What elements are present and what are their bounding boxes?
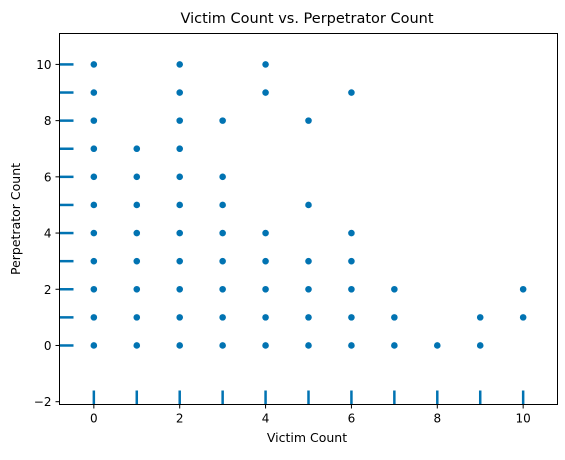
data-point (218, 229, 227, 237)
x-tick-label: 10 (516, 412, 531, 426)
data-point (261, 88, 270, 97)
data-point (218, 341, 227, 350)
data-point (218, 285, 227, 294)
data-point (89, 313, 98, 322)
x-axis: 0 2 4 6 8 10 (90, 404, 531, 426)
y-tick-label: 10 (36, 58, 51, 72)
data-point (175, 60, 184, 69)
data-point (132, 172, 141, 181)
data-point (390, 313, 399, 322)
data-point (261, 341, 270, 350)
data-point (218, 257, 227, 266)
data-point (347, 88, 356, 97)
data-point (519, 313, 528, 322)
data-point (304, 341, 313, 350)
data-point (175, 229, 184, 237)
data-point (390, 341, 399, 350)
data-point (218, 201, 227, 209)
data-point (175, 172, 184, 181)
data-point (304, 201, 313, 209)
data-point (89, 201, 98, 209)
data-point (89, 341, 98, 350)
data-point (175, 88, 184, 97)
x-axis-label: Victim Count (267, 430, 347, 445)
plot-frame (59, 33, 558, 405)
data-point (89, 257, 98, 266)
plot-area (59, 60, 528, 405)
data-point (218, 172, 227, 181)
chart-title: Victim Count vs. Perpetrator Count (180, 11, 433, 27)
data-point (175, 341, 184, 350)
data-point (261, 229, 270, 237)
data-point (304, 116, 313, 125)
data-point (132, 313, 141, 322)
data-point (175, 201, 184, 209)
y-tick-label: 8 (44, 114, 52, 128)
y-tick-label: 2 (44, 283, 52, 297)
data-point (347, 285, 356, 294)
data-point (261, 257, 270, 266)
data-point (347, 229, 356, 237)
data-point (476, 313, 485, 322)
data-point (347, 257, 356, 266)
data-point (476, 341, 485, 350)
data-point (347, 313, 356, 322)
data-point (347, 341, 356, 350)
y-tick-label: 0 (44, 339, 52, 353)
data-point (132, 144, 141, 153)
y-tick-label: 6 (44, 170, 52, 184)
data-point (218, 116, 227, 125)
data-point (132, 201, 141, 209)
data-point (132, 257, 141, 266)
data-point (175, 257, 184, 266)
data-point (89, 172, 98, 181)
data-point (433, 341, 442, 350)
data-point (132, 285, 141, 294)
data-point (218, 313, 227, 322)
data-point (390, 285, 399, 294)
data-point (261, 60, 270, 69)
data-point (175, 285, 184, 294)
data-point (304, 257, 313, 266)
data-point (89, 229, 98, 237)
data-point (89, 116, 98, 125)
y-tick-label: −2 (34, 395, 52, 409)
data-point (132, 341, 141, 350)
data-point (132, 229, 141, 237)
data-point (519, 285, 528, 294)
data-point (304, 285, 313, 294)
data-point (175, 116, 184, 125)
data-point (175, 144, 184, 153)
x-tick-label: 8 (433, 412, 441, 426)
data-point (89, 60, 98, 69)
data-point (261, 313, 270, 322)
y-tick-label: 4 (44, 227, 52, 241)
x-tick-label: 4 (262, 412, 270, 426)
x-tick-label: 2 (176, 412, 184, 426)
data-point (304, 313, 313, 322)
data-point (175, 313, 184, 322)
x-tick-label: 6 (348, 412, 356, 426)
data-point (89, 285, 98, 294)
y-axis-label: Perpetrator Count (8, 163, 23, 275)
data-point (89, 88, 98, 97)
data-point (261, 285, 270, 294)
data-point (89, 144, 98, 153)
y-axis: −2 0 2 4 6 8 10 (34, 58, 60, 409)
x-tick-label: 0 (90, 412, 98, 426)
